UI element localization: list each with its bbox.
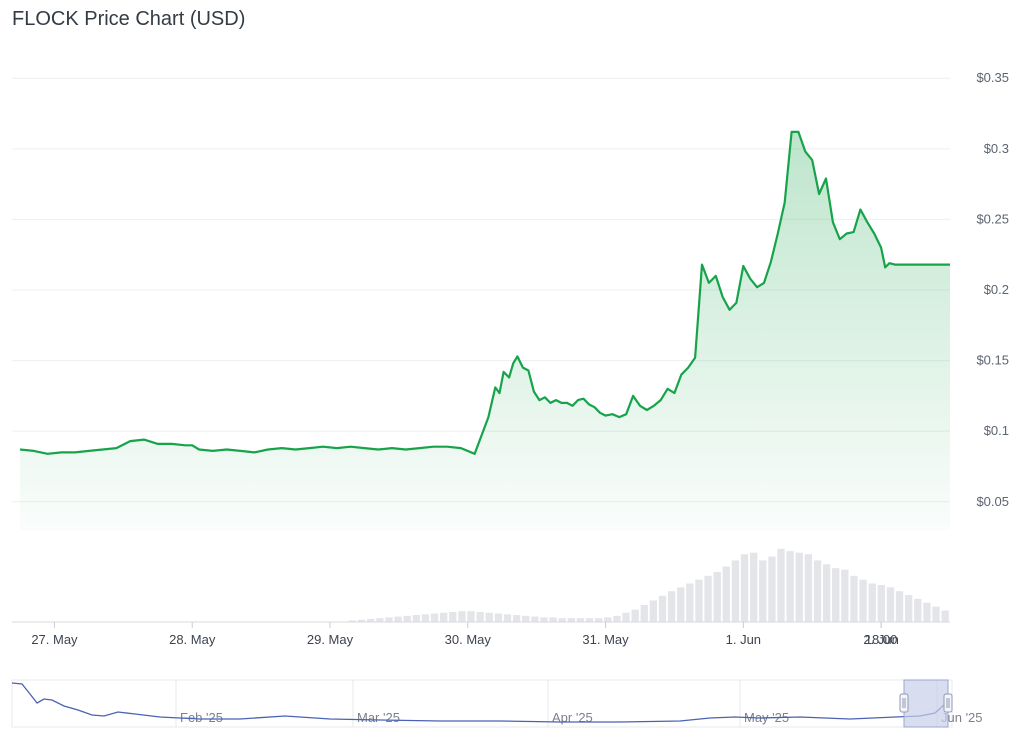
x-tick-label: 18:00 (865, 632, 898, 647)
volume-bar (667, 591, 676, 622)
volume-bar (686, 583, 694, 622)
volume-bar (376, 618, 384, 622)
volume-bar (932, 606, 940, 622)
volume-bar (832, 568, 840, 622)
navigator-handle[interactable] (943, 693, 953, 713)
x-tick-label: 30. May (445, 632, 492, 647)
volume-bar (367, 618, 375, 622)
volume-bar (841, 569, 849, 622)
volume-bar (558, 618, 566, 622)
price-area (19, 130, 950, 530)
volume-bar (540, 617, 548, 622)
navigator-handle[interactable] (899, 693, 909, 713)
volume-bar (622, 612, 630, 622)
price-line (19, 130, 950, 455)
volume-bar (777, 548, 785, 622)
volume-bar (412, 615, 420, 622)
volume-bar (449, 611, 457, 622)
volume-bar (704, 575, 712, 622)
volume-bar (713, 571, 721, 622)
volume-bar (485, 612, 493, 622)
volume-bar (458, 611, 466, 622)
volume-bar (658, 595, 667, 622)
volume-bar (640, 605, 648, 622)
chart-title: FLOCK Price Chart (USD) (12, 8, 246, 30)
volume-bar (348, 620, 357, 622)
y-tick-label: $0.2 (984, 282, 1009, 297)
volume-bar (440, 612, 448, 622)
navigator-label: Apr '25 (552, 710, 593, 725)
volume-bar (740, 554, 749, 622)
volume-bar (905, 595, 913, 622)
x-tick-label: 2. Jun (863, 632, 898, 647)
volume-bar (877, 585, 885, 622)
volume-bars (348, 548, 949, 622)
volume-bar (512, 615, 521, 622)
volume-bar (731, 560, 740, 622)
volume-bar (613, 615, 621, 622)
y-tick-label: $0.1 (984, 423, 1009, 438)
volume-bar (850, 575, 858, 622)
y-tick-label: $0.15 (976, 353, 1009, 368)
volume-bar (467, 611, 475, 622)
volume-bar (494, 613, 503, 622)
volume-bar (430, 613, 439, 622)
volume-bar (567, 618, 575, 622)
navigator-label: Mar '25 (357, 710, 400, 725)
volume-bar (886, 587, 895, 622)
volume-bar (813, 560, 822, 622)
x-tick-label: 29. May (307, 632, 354, 647)
volume-bar (804, 554, 813, 622)
volume-bar (695, 579, 703, 622)
navigator-label: Jun '25 (941, 710, 983, 725)
volume-bar (914, 598, 922, 622)
navigator-selection (903, 679, 949, 728)
y-tick-label: $0.3 (984, 141, 1009, 156)
volume-bar (923, 602, 931, 622)
volume-bar (357, 619, 366, 622)
volume-bar (549, 617, 557, 622)
volume-bar (531, 616, 539, 622)
y-tick-label: $0.35 (976, 70, 1009, 85)
volume-bar (895, 591, 904, 622)
volume-bar (649, 600, 658, 622)
volume-bar (522, 615, 530, 622)
volume-bar (786, 551, 794, 622)
x-tick-label: 28. May (169, 632, 216, 647)
volume-bar (503, 614, 512, 622)
navigator-label: Feb '25 (180, 710, 223, 725)
volume-bar (941, 610, 949, 622)
volume-bar (677, 587, 685, 622)
volume-bar (421, 614, 430, 622)
volume-bar (722, 566, 730, 622)
volume-bar (476, 611, 484, 622)
volume-bar (822, 564, 831, 622)
navigator[interactable]: Feb '25 Mar '25 Apr '25 May '25 Jun '25 (11, 679, 983, 728)
volume-bar (795, 552, 803, 622)
x-axis: 27. May 28. May 29. May 30. May 31. May 1. Ju… (12, 621, 950, 647)
y-tick-label: $0.25 (976, 211, 1009, 226)
volume-bar (604, 617, 612, 622)
x-tick-label: 1. Jun (726, 632, 761, 647)
volume-bar (595, 618, 603, 622)
volume-bar (759, 560, 767, 622)
volume-bar (576, 618, 585, 622)
y-axis: $0.05 $0.1 $0.15 $0.2 $0.25 $0.3 $0.35 (976, 70, 1009, 509)
volume-bar (859, 579, 867, 622)
navigator-line (11, 682, 951, 723)
x-tick-label: 27. May (31, 632, 78, 647)
volume-bar (585, 618, 594, 622)
volume-bar (385, 617, 393, 622)
volume-bar (631, 609, 639, 622)
navigator-frame (11, 679, 953, 728)
volume-bar (403, 615, 411, 622)
volume-bar (750, 552, 758, 622)
x-tick-label: 31. May (582, 632, 629, 647)
price-area-fill (20, 131, 950, 530)
volume-bar (768, 556, 776, 622)
volume-bar (868, 583, 876, 622)
y-tick-label: $0.05 (976, 494, 1009, 509)
volume-bar (394, 616, 402, 622)
